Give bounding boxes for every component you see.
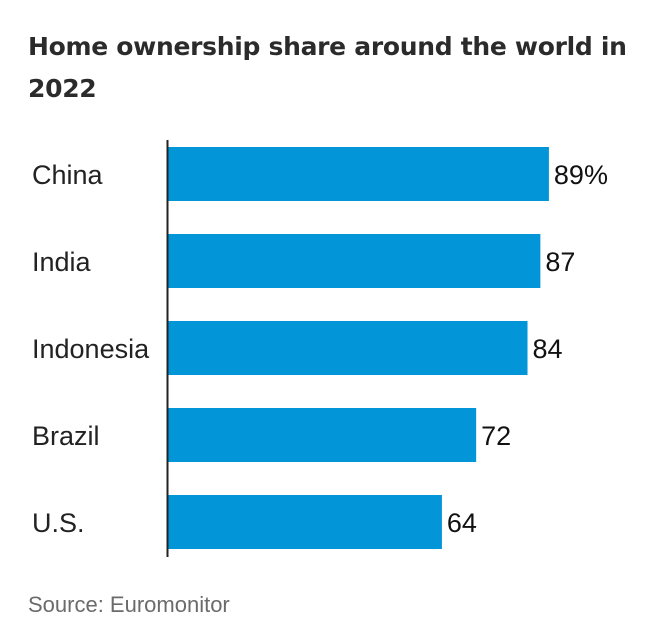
category-label-india: India bbox=[32, 247, 92, 277]
bars-layer: China 89% India 87 Indonesia 84 Brazil 72 U.S. 64 bbox=[32, 147, 608, 549]
category-label-u-s: U.S. bbox=[32, 508, 85, 538]
category-label-indonesia: Indonesia bbox=[32, 334, 150, 364]
value-label-u-s: 64 bbox=[447, 508, 477, 538]
source-note: Source: Euromonitor bbox=[28, 592, 230, 617]
bar-brazil bbox=[168, 408, 477, 462]
value-label-china: 89% bbox=[554, 160, 608, 190]
bar-u-s bbox=[168, 495, 442, 549]
value-label-indonesia: 84 bbox=[533, 334, 563, 364]
category-label-china: China bbox=[32, 160, 104, 190]
bar-indonesia bbox=[168, 321, 528, 375]
value-label-brazil: 72 bbox=[481, 421, 511, 451]
chart-title: Home ownership share around the world in… bbox=[28, 32, 627, 103]
bar-india bbox=[168, 234, 541, 288]
value-label-india: 87 bbox=[545, 247, 575, 277]
category-label-brazil: Brazil bbox=[32, 421, 100, 451]
bar-china bbox=[168, 147, 549, 201]
